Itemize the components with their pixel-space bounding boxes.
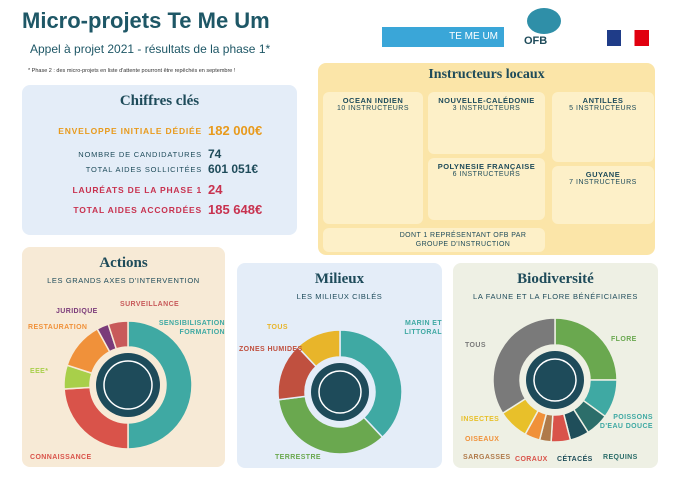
region-name: OCEAN INDIEN — [342, 96, 404, 105]
donut-segment — [296, 329, 341, 368]
key-value: 182 000€ — [208, 123, 263, 138]
segment-label: REQUINS — [603, 454, 638, 461]
segment-label: TOUS — [465, 342, 486, 349]
donut-icon-ring — [103, 360, 153, 410]
key-value: 24 — [208, 182, 223, 197]
segment-label: TOUS — [267, 324, 288, 331]
region-box: NOUVELLE-CALÉDONIE 3 INSTRUCTEURS — [428, 92, 545, 154]
region-count: 6 INSTRUCTEURS — [452, 171, 521, 178]
key-figures: Chiffres clés ENVELOPPE INITIALE DÉDIÉE 1… — [22, 85, 297, 235]
segment-label: SURVEILLANCE — [120, 301, 180, 308]
donut — [492, 317, 618, 443]
panel: Milieux LES MILIEUX CIBLÉS MARIN ET LITTOR… — [237, 263, 442, 468]
segment-label: CORAUX — [515, 456, 548, 463]
donut-segment — [339, 329, 403, 439]
region-count: 7 INSTRUCTEURS — [569, 179, 637, 186]
segment-label: RESTAURATION — [28, 324, 88, 331]
temeum-logo: TE ME UM — [382, 27, 504, 47]
region-name: POLYNESIE FRANÇAISE — [437, 162, 536, 171]
flag — [607, 30, 649, 46]
panel-title: Biodiversité — [517, 271, 594, 287]
region-count: 3 INSTRUCTEURS — [452, 105, 521, 112]
panel-subtitle: LES MILIEUX CIBLÉS — [296, 292, 383, 301]
segment-label: ZONES HUMIDES — [239, 346, 303, 353]
note: * Phase 2 : des micro-projets en liste d… — [28, 68, 236, 74]
panel-subtitle: LES GRANDS AXES D'INTERVENTION — [47, 276, 200, 285]
key-value: 185 648€ — [208, 202, 263, 217]
instructors: Instructeurs locaux OCEAN INDIEN 10 INSTR… — [318, 63, 655, 255]
segment-label: OISEAUX — [465, 436, 500, 443]
ofb-note: DONT 1 REPRÉSENTANT OFB PAR GROUPE D'INS… — [399, 232, 527, 248]
segment-label: MARIN ET LITTORAL — [404, 320, 442, 336]
donut-segment — [107, 320, 129, 350]
region-name: NOUVELLE-CALÉDONIE — [438, 96, 535, 105]
segment-label: SENSIBILISATION FORMATION — [158, 320, 225, 336]
region-box: OCEAN INDIEN 10 INSTRUCTEURS — [323, 92, 423, 224]
key-label: ENVELOPPE INITIALE DÉDIÉE — [58, 126, 202, 136]
region-box: GUYANE 7 INSTRUCTEURS — [552, 166, 654, 224]
segment-label: TERRESTRE — [275, 454, 321, 461]
region-name: GUYANE — [585, 170, 621, 179]
segment-label: FLORE — [611, 336, 637, 343]
key-label: NOMBRE DE CANDIDATURES — [78, 150, 202, 159]
segment-label: CONNAISSANCE — [30, 454, 92, 461]
segment-label: SARGASSES — [463, 454, 511, 461]
ofb-logo: OFB — [524, 35, 548, 47]
panel: Biodiversité LA FAUNE ET LA FLORE BÉNÉFIC… — [453, 263, 658, 468]
donut-segment — [277, 395, 384, 455]
segment-label: EEE* — [30, 368, 49, 375]
ofb-icon — [527, 8, 561, 34]
region-count: 10 INSTRUCTEURS — [336, 105, 410, 112]
panel-title: Actions — [99, 255, 148, 271]
instructors-title: Instructeurs locaux — [428, 67, 545, 82]
segment-label: INSECTES — [461, 416, 500, 423]
donut — [63, 320, 193, 450]
region-count: 5 INSTRUCTEURS — [569, 105, 637, 112]
title: Micro-projets Te Me Um — [22, 8, 270, 33]
region-box: POLYNESIE FRANÇAISE 6 INSTRUCTEURS — [428, 158, 545, 220]
key-value: 74 — [208, 147, 222, 161]
donut-icon-ring — [533, 358, 577, 402]
key-value: 601 051€ — [208, 162, 259, 176]
donut — [277, 329, 403, 455]
segment-label: POISSONS D'EAU DOUCE — [599, 414, 653, 430]
key-label: TOTAL AIDES ACCORDÉES — [73, 205, 202, 215]
region-box: ANTILLES 5 INSTRUCTEURS — [552, 92, 654, 162]
key-figures-title: Chiffres clés — [119, 93, 200, 109]
ofb-note-box: DONT 1 REPRÉSENTANT OFB PAR GROUPE D'INS… — [323, 228, 545, 252]
panel-subtitle: LA FAUNE ET LA FLORE BÉNÉFICIAIRES — [473, 292, 638, 301]
donut-segment — [492, 317, 556, 415]
donut-icon — [96, 353, 160, 417]
key-label: TOTAL AIDES SOLLICITÉES — [85, 165, 202, 174]
panel-title: Milieux — [314, 271, 365, 287]
donut-icon-ring — [318, 370, 362, 414]
segment-label: CÉTACÉS — [557, 456, 593, 463]
segment-label: JURIDIQUE — [56, 308, 98, 315]
donut-segment — [127, 320, 193, 450]
region-name: ANTILLES — [582, 96, 624, 105]
subtitle: Appel à projet 2021 - résultats de la ph… — [30, 42, 271, 56]
key-label: LAURÉATS DE LA PHASE 1 — [72, 185, 202, 195]
panel: Actions LES GRANDS AXES D'INTERVENTION SEN… — [22, 247, 225, 467]
